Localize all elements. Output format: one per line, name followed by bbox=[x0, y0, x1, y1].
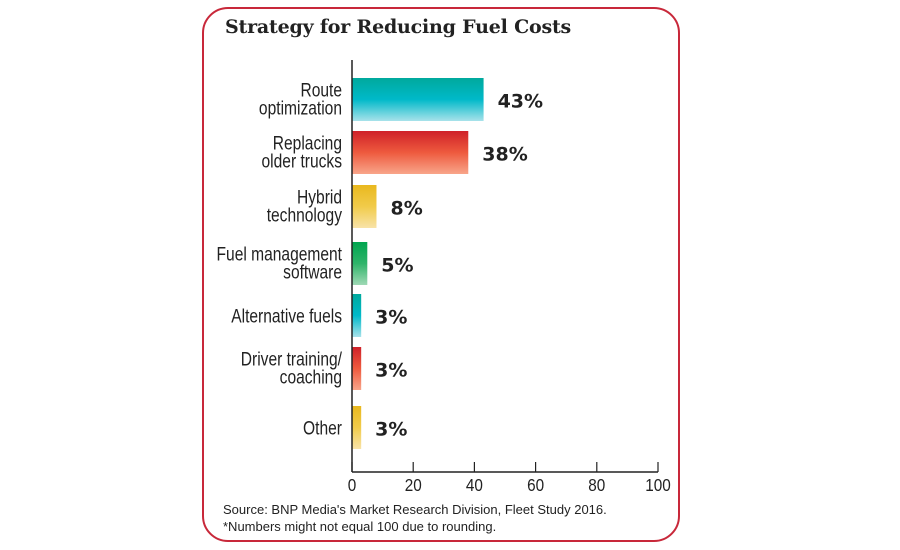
category-label: technology bbox=[267, 204, 343, 226]
data-label: 3% bbox=[375, 307, 407, 329]
category-label: Other bbox=[303, 417, 342, 439]
data-label: 8% bbox=[390, 198, 422, 220]
data-label: 3% bbox=[375, 419, 407, 441]
x-tick-label: 20 bbox=[405, 475, 422, 495]
category-label: Fuel management bbox=[217, 243, 343, 265]
x-tick-label: 40 bbox=[466, 475, 483, 495]
bar bbox=[352, 294, 362, 337]
bar bbox=[352, 131, 469, 174]
data-label: 43% bbox=[498, 91, 543, 113]
rounding-note: *Numbers might not equal 100 due to roun… bbox=[223, 519, 497, 534]
category-label: Driver training/ bbox=[241, 348, 342, 370]
category-label: older trucks bbox=[262, 150, 343, 172]
category-label: Route bbox=[300, 79, 342, 101]
category-label: software bbox=[283, 261, 342, 283]
data-label: 3% bbox=[375, 360, 407, 382]
category-label: coaching bbox=[280, 366, 342, 388]
category-label: optimization bbox=[259, 97, 342, 119]
category-label: Hybrid bbox=[297, 186, 342, 208]
bar bbox=[352, 185, 377, 228]
bar bbox=[352, 347, 362, 390]
x-tick-label: 100 bbox=[645, 475, 671, 495]
bar bbox=[352, 78, 484, 121]
bar bbox=[352, 242, 368, 285]
source-note: Source: BNP Media's Market Research Divi… bbox=[223, 502, 607, 517]
data-label: 5% bbox=[381, 255, 413, 277]
category-label: Alternative fuels bbox=[231, 305, 342, 327]
x-tick-label: 0 bbox=[348, 475, 357, 495]
category-label: Replacing bbox=[273, 132, 342, 154]
bar bbox=[352, 406, 362, 449]
chart-title: Strategy for Reducing Fuel Costs bbox=[225, 16, 572, 38]
data-label: 38% bbox=[482, 144, 527, 166]
x-tick-label: 60 bbox=[527, 475, 544, 495]
x-tick-label: 80 bbox=[588, 475, 605, 495]
